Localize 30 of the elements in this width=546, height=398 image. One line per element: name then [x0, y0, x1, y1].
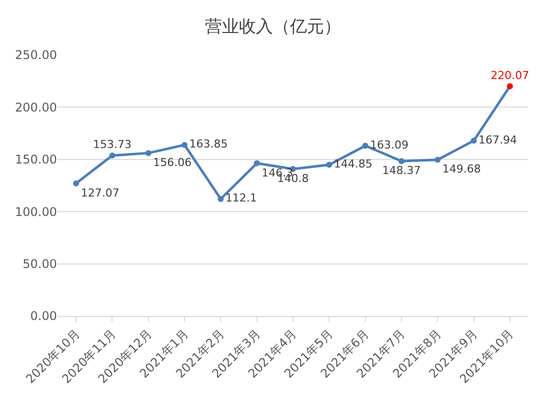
point: [182, 142, 188, 148]
point: [254, 160, 260, 166]
data-label: 220.07: [490, 68, 530, 82]
chart-title: 营业收入（亿元）: [205, 16, 341, 37]
data-label: 149.68: [442, 162, 481, 176]
y-tick-label: 100.00: [15, 204, 57, 219]
data-label: 112.1: [225, 192, 257, 205]
y-tick-label: 200.00: [15, 100, 57, 114]
point: [470, 138, 477, 144]
y-tick-label: 150.00: [15, 152, 57, 167]
data-label: 163.85: [189, 138, 228, 151]
data-label: 163.09: [370, 138, 409, 152]
point: [145, 150, 152, 156]
point: [218, 196, 224, 202]
point: [109, 152, 116, 159]
data-label: 167.94: [478, 133, 518, 146]
y-tick-label: 50.00: [22, 257, 57, 271]
data-label: 148.37: [382, 164, 421, 178]
data-label: 156.06: [153, 156, 192, 170]
point: [398, 158, 404, 164]
point: [506, 83, 513, 90]
point: [362, 142, 368, 149]
point: [434, 156, 441, 163]
data-label: 127.07: [80, 186, 120, 200]
point: [326, 162, 332, 168]
y-tick-label: 250.00: [15, 48, 57, 62]
data-label: 153.73: [92, 138, 132, 152]
y-tick-label: 0.00: [30, 309, 57, 324]
point: [73, 180, 80, 186]
data-label: 144.85: [334, 158, 372, 171]
